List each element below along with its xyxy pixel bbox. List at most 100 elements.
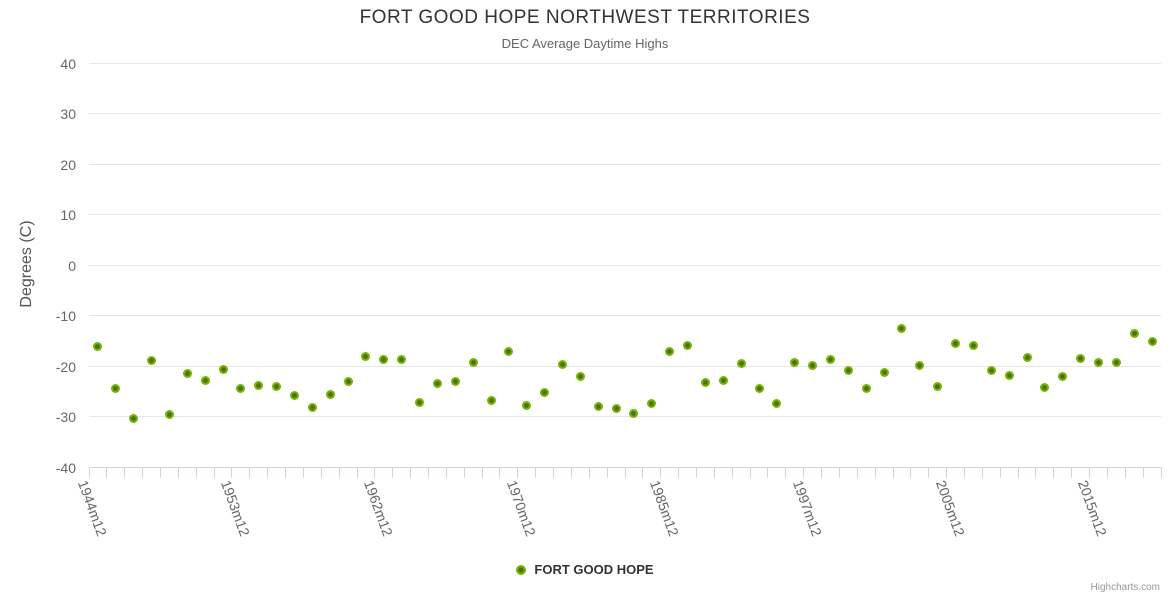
data-point[interactable] bbox=[450, 377, 460, 387]
x-axis-tick bbox=[999, 467, 1001, 478]
data-point[interactable] bbox=[1076, 354, 1086, 364]
x-axis-tick bbox=[88, 467, 90, 478]
x-axis-tick bbox=[660, 467, 662, 478]
data-point[interactable] bbox=[325, 389, 335, 399]
data-point[interactable] bbox=[1004, 371, 1014, 381]
data-point[interactable] bbox=[700, 378, 710, 388]
legend-label: FORT GOOD HOPE bbox=[534, 562, 654, 577]
x-axis-tick bbox=[910, 467, 912, 478]
x-axis-tick bbox=[749, 467, 751, 478]
data-point[interactable] bbox=[289, 390, 299, 400]
x-axis-tick bbox=[302, 467, 304, 478]
x-axis-label: 1997m12 bbox=[789, 477, 825, 538]
data-point[interactable] bbox=[1111, 357, 1121, 367]
x-axis-tick bbox=[142, 467, 144, 478]
data-point[interactable] bbox=[1147, 336, 1157, 346]
data-point[interactable] bbox=[1129, 329, 1139, 339]
data-point[interactable] bbox=[772, 398, 782, 408]
data-point[interactable] bbox=[486, 395, 496, 405]
data-point[interactable] bbox=[897, 323, 907, 333]
data-point[interactable] bbox=[1058, 371, 1068, 381]
data-point[interactable] bbox=[754, 384, 764, 394]
x-axis-tick bbox=[946, 467, 948, 478]
data-point[interactable] bbox=[129, 414, 139, 424]
credits-link[interactable]: Highcharts.com bbox=[1090, 582, 1160, 593]
y-axis-label: -30 bbox=[55, 409, 76, 425]
data-point[interactable] bbox=[147, 356, 157, 366]
data-point[interactable] bbox=[825, 354, 835, 364]
data-point[interactable] bbox=[272, 382, 282, 392]
y-axis-label: -10 bbox=[55, 308, 76, 324]
data-point[interactable] bbox=[1093, 357, 1103, 367]
data-point[interactable] bbox=[182, 369, 192, 379]
x-axis-tick bbox=[624, 467, 626, 478]
x-axis-tick bbox=[731, 467, 733, 478]
data-point[interactable] bbox=[164, 410, 174, 420]
data-point[interactable] bbox=[307, 403, 317, 413]
x-axis-tick bbox=[410, 467, 412, 478]
data-point[interactable] bbox=[111, 384, 121, 394]
x-axis-tick bbox=[463, 467, 465, 478]
data-point[interactable] bbox=[522, 401, 532, 411]
data-point[interactable] bbox=[236, 384, 246, 394]
data-point[interactable] bbox=[504, 347, 514, 357]
data-point[interactable] bbox=[611, 403, 621, 413]
data-point[interactable] bbox=[468, 358, 478, 368]
x-axis-tick bbox=[267, 467, 269, 478]
data-point[interactable] bbox=[200, 376, 210, 386]
data-point[interactable] bbox=[593, 402, 603, 412]
y-axis-label: -40 bbox=[55, 459, 76, 476]
data-point[interactable] bbox=[432, 379, 442, 389]
x-axis-tick bbox=[1089, 467, 1091, 478]
y-axis-label: 10 bbox=[60, 207, 76, 223]
y-axis-label: -20 bbox=[55, 358, 76, 375]
data-point[interactable] bbox=[718, 376, 728, 386]
x-axis-tick bbox=[767, 467, 769, 478]
data-point[interactable] bbox=[665, 346, 675, 356]
data-point[interactable] bbox=[647, 399, 657, 409]
data-point[interactable] bbox=[736, 359, 746, 369]
x-axis-tick bbox=[713, 467, 715, 478]
x-axis-tick bbox=[553, 467, 555, 478]
x-axis-label: 1985m12 bbox=[646, 477, 682, 538]
x-axis-tick bbox=[1106, 467, 1108, 478]
data-point[interactable] bbox=[915, 361, 925, 370]
data-point[interactable] bbox=[557, 359, 567, 369]
data-point[interactable] bbox=[790, 357, 800, 367]
data-point[interactable] bbox=[1022, 352, 1032, 362]
data-point[interactable] bbox=[361, 352, 371, 362]
y-gridline bbox=[89, 315, 1161, 316]
y-gridline bbox=[89, 264, 1161, 266]
data-point[interactable] bbox=[415, 398, 425, 408]
data-point[interactable] bbox=[861, 383, 871, 393]
x-axis-tick bbox=[588, 467, 590, 478]
data-point[interactable] bbox=[683, 341, 693, 351]
y-gridline bbox=[89, 214, 1161, 215]
data-point[interactable] bbox=[575, 372, 585, 382]
x-axis-line bbox=[89, 466, 1162, 468]
x-axis-label: 2015m12 bbox=[1075, 477, 1111, 538]
data-point[interactable] bbox=[218, 365, 228, 375]
data-point[interactable] bbox=[397, 354, 407, 364]
data-point[interactable] bbox=[1040, 383, 1050, 393]
data-point[interactable] bbox=[93, 342, 103, 352]
y-axis-label: 20 bbox=[60, 156, 76, 173]
x-axis-tick bbox=[338, 467, 340, 478]
data-point[interactable] bbox=[254, 381, 264, 391]
data-point[interactable] bbox=[540, 388, 550, 398]
y-gridline bbox=[89, 416, 1161, 417]
data-point[interactable] bbox=[379, 355, 389, 365]
data-point[interactable] bbox=[879, 368, 889, 378]
data-point[interactable] bbox=[951, 339, 961, 349]
x-axis-tick bbox=[1071, 467, 1073, 478]
data-point[interactable] bbox=[933, 382, 943, 392]
data-point[interactable] bbox=[343, 377, 353, 387]
data-point[interactable] bbox=[968, 340, 978, 350]
data-point[interactable] bbox=[843, 365, 853, 375]
data-point[interactable] bbox=[808, 361, 818, 370]
legend-item[interactable]: FORT GOOD HOPE bbox=[0, 562, 1170, 577]
data-point[interactable] bbox=[986, 365, 996, 375]
y-axis-label: 0 bbox=[68, 257, 76, 274]
data-point[interactable] bbox=[629, 408, 639, 418]
